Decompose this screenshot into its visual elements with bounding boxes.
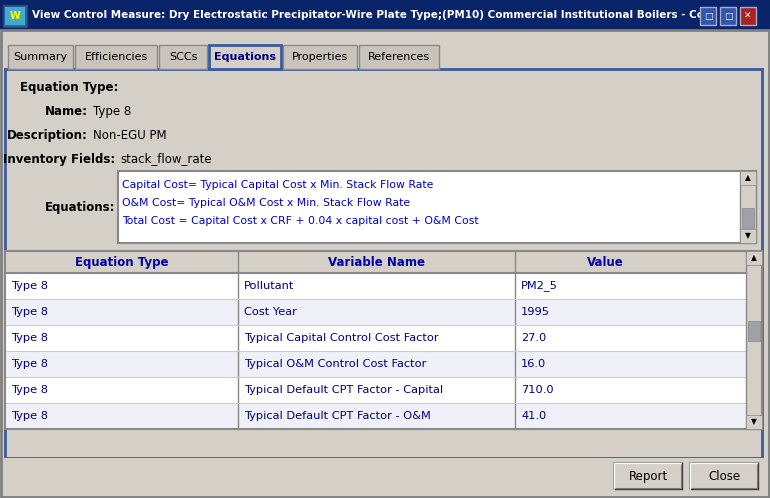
Bar	[5, 299, 746, 325]
Text: 41.0: 41.0	[521, 411, 546, 421]
Text: Type 8: Type 8	[11, 385, 48, 395]
Text: Pollutant: Pollutant	[244, 281, 294, 291]
Text: □: □	[704, 11, 712, 20]
Bar	[5, 251, 762, 429]
Bar	[5, 251, 762, 429]
Text: ✕: ✕	[745, 11, 752, 20]
Bar	[5, 7, 25, 25]
Bar	[118, 171, 756, 243]
Bar	[740, 229, 756, 243]
Bar	[0, 0, 770, 30]
Text: Equation Type:: Equation Type:	[20, 81, 119, 94]
Text: Properties: Properties	[292, 52, 348, 62]
Bar	[5, 251, 762, 273]
Bar	[690, 463, 758, 489]
Bar	[746, 251, 762, 265]
Text: 710.0: 710.0	[521, 385, 554, 395]
Text: O&M Cost= Typical O&M Cost x Min. Stack Flow Rate: O&M Cost= Typical O&M Cost x Min. Stack …	[122, 198, 410, 208]
Text: Type 8: Type 8	[11, 411, 48, 421]
Bar	[740, 171, 756, 243]
Text: Type 8: Type 8	[93, 105, 131, 118]
Bar	[283, 45, 357, 69]
Text: Inventory Fields:: Inventory Fields:	[3, 152, 115, 165]
Text: Close: Close	[708, 470, 740, 483]
Bar	[5, 273, 746, 299]
Text: Variable Name: Variable Name	[328, 255, 425, 268]
Text: Capital Cost= Typical Capital Cost x Min. Stack Flow Rate: Capital Cost= Typical Capital Cost x Min…	[122, 180, 434, 190]
Bar	[8, 45, 73, 69]
Text: ▼: ▼	[745, 232, 751, 241]
Bar	[209, 45, 281, 69]
Text: ▲: ▲	[745, 173, 751, 182]
Text: ▼: ▼	[751, 417, 757, 426]
Text: Typical Default CPT Factor - O&M: Typical Default CPT Factor - O&M	[244, 411, 431, 421]
Text: PM2_5: PM2_5	[521, 280, 558, 291]
Text: Description:: Description:	[7, 128, 88, 141]
Text: Total Cost = Capital Cost x CRF + 0.04 x capital cost + O&M Cost: Total Cost = Capital Cost x CRF + 0.04 x…	[122, 216, 479, 226]
Bar	[5, 351, 746, 377]
Bar	[614, 463, 682, 489]
Bar	[5, 377, 746, 403]
Text: Typical O&M Control Cost Factor: Typical O&M Control Cost Factor	[244, 359, 427, 369]
Bar	[359, 45, 439, 69]
Text: □: □	[724, 11, 732, 20]
Bar	[5, 325, 746, 351]
Text: Value: Value	[587, 255, 624, 268]
Bar	[159, 45, 207, 69]
Text: ▲: ▲	[751, 253, 757, 262]
Bar	[720, 7, 736, 25]
Text: Report: Report	[628, 470, 668, 483]
Text: Type 8: Type 8	[11, 333, 48, 343]
Text: View Control Measure: Dry Electrostatic Precipitator-Wire Plate Type;(PM10) Comm: View Control Measure: Dry Electrostatic …	[32, 10, 715, 20]
Text: Efficiencies: Efficiencies	[85, 52, 148, 62]
Bar	[75, 45, 157, 69]
Bar	[3, 5, 27, 27]
Text: Summary: Summary	[13, 52, 68, 62]
Text: Cost Year: Cost Year	[244, 307, 297, 317]
Text: SCCs: SCCs	[169, 52, 197, 62]
Text: Typical Capital Control Cost Factor: Typical Capital Control Cost Factor	[244, 333, 439, 343]
Bar	[748, 321, 760, 341]
Text: 27.0: 27.0	[521, 333, 546, 343]
Text: Type 8: Type 8	[11, 307, 48, 317]
Text: Typical Default CPT Factor - Capital: Typical Default CPT Factor - Capital	[244, 385, 443, 395]
Bar	[746, 251, 762, 429]
Bar	[740, 171, 756, 185]
Bar	[746, 415, 762, 429]
Text: stack_flow_rate: stack_flow_rate	[120, 152, 212, 165]
Text: Equations: Equations	[214, 52, 276, 62]
Bar	[700, 7, 716, 25]
Text: Equation Type: Equation Type	[75, 255, 169, 268]
Text: References: References	[368, 52, 430, 62]
Text: Type 8: Type 8	[11, 281, 48, 291]
Text: Equations:: Equations:	[45, 201, 115, 214]
Bar	[740, 7, 756, 25]
Text: W: W	[9, 11, 20, 21]
Bar	[5, 403, 746, 429]
Bar	[2, 458, 768, 496]
Text: Name:: Name:	[45, 105, 88, 118]
Bar	[742, 208, 754, 228]
Text: 16.0: 16.0	[521, 359, 546, 369]
Text: Type 8: Type 8	[11, 359, 48, 369]
Bar	[5, 69, 762, 458]
Text: Non-EGU PM: Non-EGU PM	[93, 128, 166, 141]
Text: 1995: 1995	[521, 307, 550, 317]
